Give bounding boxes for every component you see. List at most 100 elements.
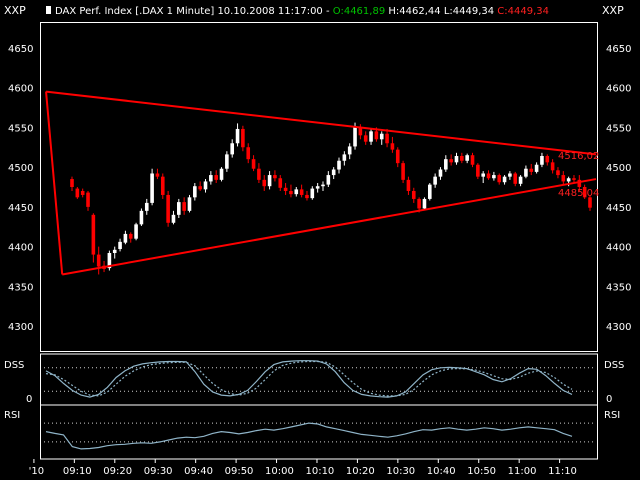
corner-label-left: XXP: [4, 4, 26, 17]
candle-body-86: [529, 168, 534, 172]
candle-body-17: [160, 176, 165, 195]
candle-body-64: [411, 190, 416, 199]
candle-body-19: [171, 214, 176, 223]
rsi-series-0: [45, 422, 573, 450]
candle-body-91: [556, 170, 560, 176]
candle-body-84: [518, 176, 523, 184]
candle-body-73: [460, 155, 464, 161]
rsi-title-right: RSI: [604, 410, 620, 421]
candle-body-77: [481, 173, 485, 177]
x-tick-label-13: 11:10: [548, 466, 577, 477]
candle-body-83: [513, 173, 518, 184]
triangle-upper-line: [45, 90, 597, 156]
x-tick-label-8: 10:20: [346, 466, 375, 477]
dss-series-0: [45, 360, 573, 398]
candle-body-16: [155, 173, 160, 177]
candle-body-1: [75, 188, 80, 198]
triangle-left-edge-line: [45, 91, 64, 275]
candle-body-22: [187, 197, 192, 211]
candle-body-76: [476, 164, 480, 177]
price-tick-left-0: 4650: [8, 44, 33, 55]
dss-series-1: [45, 360, 573, 397]
candle-body-34: [251, 159, 256, 169]
candle-body-12: [134, 224, 138, 239]
rsi-title-left: RSI: [4, 410, 20, 421]
candle-body-81: [502, 176, 507, 183]
price-tick-left-7: 4300: [8, 322, 33, 333]
header-symbol: DAX Perf. Index [.DAX 1 Minute] 10.10.20…: [55, 6, 330, 17]
candle-body-35: [257, 168, 261, 180]
candle-body-37: [267, 175, 272, 187]
triangle-lower-line: [62, 178, 597, 276]
candle-body-3: [86, 192, 90, 207]
candle-body-23: [193, 186, 197, 198]
header-open: O:4461,89: [333, 6, 385, 17]
x-tick-label-12: 11:00: [508, 466, 537, 477]
candle-body-28: [219, 168, 224, 180]
candle-body-18: [166, 194, 170, 223]
candle-body-0: [70, 179, 74, 187]
candle-body-38: [273, 175, 277, 179]
candle-body-29: [225, 154, 229, 169]
candle-body-45: [310, 188, 315, 199]
dss-title-left: DSS: [4, 360, 24, 371]
x-tick-label-7: 10:10: [305, 466, 334, 477]
candle-body-66: [422, 198, 427, 209]
price-tick-right-6: 4350: [606, 282, 631, 293]
candle-body-25: [203, 181, 208, 190]
candle-body-93: [566, 178, 571, 182]
dss-tick-left: 0: [26, 394, 32, 405]
candle-body-40: [283, 187, 288, 191]
candle-body-63: [406, 179, 411, 191]
candle-body-32: [241, 128, 245, 148]
candle-body-49: [331, 169, 336, 176]
candle-body-27: [214, 175, 218, 180]
corner-label-right: XXP: [602, 4, 624, 17]
candle-body-54: [358, 127, 363, 136]
price-tick-left-6: 4350: [8, 282, 33, 293]
candle-body-85: [524, 168, 528, 177]
candle-body-69: [438, 169, 443, 177]
candle-body-78: [486, 173, 491, 179]
candle-body-72: [454, 155, 459, 163]
candle-body-70: [444, 159, 448, 170]
dss-panel: [44, 360, 594, 398]
candle-body-26: [209, 175, 213, 182]
candle-body-97: [588, 197, 592, 208]
candle-body-41: [289, 190, 293, 195]
candle-body-56: [369, 131, 373, 142]
candle-body-51: [342, 154, 347, 161]
price-tick-left-2: 4550: [8, 123, 33, 134]
price-tick-right-1: 4600: [606, 84, 631, 95]
x-tick-label-5: 09:50: [225, 466, 254, 477]
candle-body-53: [353, 127, 357, 147]
candle-body-82: [508, 173, 512, 177]
price-tick-right-7: 4300: [606, 322, 631, 333]
candle-body-30: [230, 143, 235, 155]
candle-body-59: [385, 133, 389, 144]
candle-body-52: [347, 146, 352, 155]
candle-body-13: [139, 210, 144, 225]
dss-tick-right: 0: [606, 394, 612, 405]
dss-title-right: DSS: [604, 360, 624, 371]
candle-body-11: [128, 233, 133, 239]
candle-body-8: [112, 249, 117, 253]
candle-body-50: [337, 160, 341, 170]
candle-body-87: [534, 164, 539, 172]
header-close: C:4449,34: [497, 6, 549, 17]
candle-body-71: [449, 159, 453, 163]
price-panel-frame: [40, 22, 598, 352]
header-marker-icon: [46, 6, 51, 14]
candle-body-60: [390, 143, 395, 150]
candle-body-7: [107, 252, 112, 269]
x-tick-label-2: 09:20: [103, 466, 132, 477]
x-tick-label-9: 10:30: [386, 466, 415, 477]
header-low: L:4449,34: [444, 6, 494, 17]
candle-body-88: [540, 155, 544, 165]
candle-body-65: [417, 198, 421, 209]
candle-body-89: [545, 155, 550, 163]
candle-body-31: [235, 128, 240, 144]
rsi-panel: [44, 422, 594, 450]
price-tick-right-0: 4650: [606, 44, 631, 55]
